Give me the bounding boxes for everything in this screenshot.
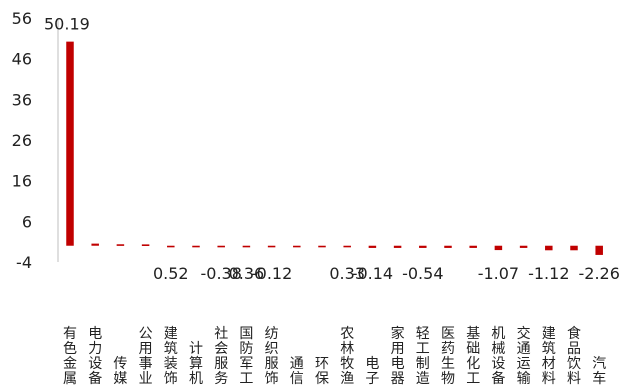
- x-category-label: 食品饮料: [567, 325, 581, 387]
- y-tick-label: 6: [22, 212, 32, 231]
- x-category-label: 交通运输: [517, 325, 531, 387]
- bar: [66, 41, 74, 246]
- data-label: -0.14: [352, 264, 393, 283]
- x-category-label: 有色金属: [63, 326, 77, 387]
- x-category-label: 家用电器: [391, 325, 405, 387]
- y-tick-label: 36: [12, 90, 32, 109]
- x-category-label: 电子: [365, 356, 379, 387]
- bar: [293, 245, 301, 248]
- data-label: 50.19: [44, 15, 90, 34]
- x-category-label: 轻工制造: [416, 326, 430, 387]
- x-category-label: 纺织服饰: [265, 326, 279, 387]
- bar: [267, 245, 276, 248]
- x-category-label: 国防军工: [239, 326, 253, 387]
- x-category-label: 机械设备: [491, 326, 505, 387]
- bar: [545, 245, 553, 251]
- data-label: 0.52: [153, 264, 189, 283]
- bar: [419, 245, 427, 248]
- x-category-label: 基础化工: [466, 325, 480, 387]
- bar: [368, 245, 377, 248]
- x-category-label: 计算机: [189, 341, 203, 387]
- data-label: -0.12: [251, 264, 292, 283]
- x-category-label: 环保: [315, 356, 329, 387]
- bar: [167, 245, 175, 248]
- y-tick-label: 26: [12, 131, 32, 150]
- bar: [519, 245, 528, 248]
- y-tick-label: 56: [12, 9, 32, 28]
- data-labels: 50.19 0.52 0.36 0.33 -0.38 -0.12 -0.14 -0.54 -1.…: [44, 15, 620, 283]
- bar: [242, 245, 251, 248]
- bar: [217, 245, 225, 248]
- y-tick-label: 46: [12, 50, 32, 69]
- data-label: -2.26: [578, 264, 619, 283]
- bar: [141, 244, 150, 246]
- data-label: 0.33: [329, 264, 365, 283]
- bar: [393, 245, 402, 248]
- data-label: -0.38: [200, 264, 241, 283]
- data-label: -0.54: [402, 264, 443, 283]
- bar: [570, 245, 578, 251]
- bar: [343, 245, 351, 248]
- bar: [444, 245, 452, 248]
- x-category-label: 电力设备: [88, 326, 102, 387]
- bar: [318, 245, 326, 248]
- bar: [91, 243, 99, 246]
- y-axis-ticks: -4 6 16 26 36 46 56: [12, 9, 32, 272]
- x-category-label: 汽车: [592, 356, 606, 387]
- x-category-label: 农林牧渔: [340, 326, 354, 387]
- bar: [494, 245, 503, 251]
- data-label: 0.36: [229, 264, 265, 283]
- bar: [116, 244, 125, 246]
- x-category-label: 传媒: [113, 356, 127, 387]
- category-labels: 有色金属电力设备传媒公用事业建筑装饰计算机社会服务国防军工纺织服饰通信环保农林牧…: [63, 325, 606, 387]
- bar: [595, 245, 603, 255]
- bar: [192, 245, 200, 248]
- y-tick-label: 16: [12, 172, 32, 191]
- x-category-label: 建筑装饰: [164, 326, 178, 387]
- bar: [469, 245, 477, 248]
- x-category-label: 建筑材料: [542, 326, 556, 387]
- data-label: -1.12: [528, 264, 569, 283]
- x-category-label: 社会服务: [214, 326, 228, 387]
- bars: [66, 41, 603, 255]
- x-category-label: 医药生物: [441, 326, 455, 387]
- x-category-label: 公用事业: [139, 326, 153, 387]
- data-label: -1.07: [478, 264, 519, 283]
- x-category-label: 通信: [290, 356, 304, 387]
- y-tick-label: -4: [16, 253, 32, 272]
